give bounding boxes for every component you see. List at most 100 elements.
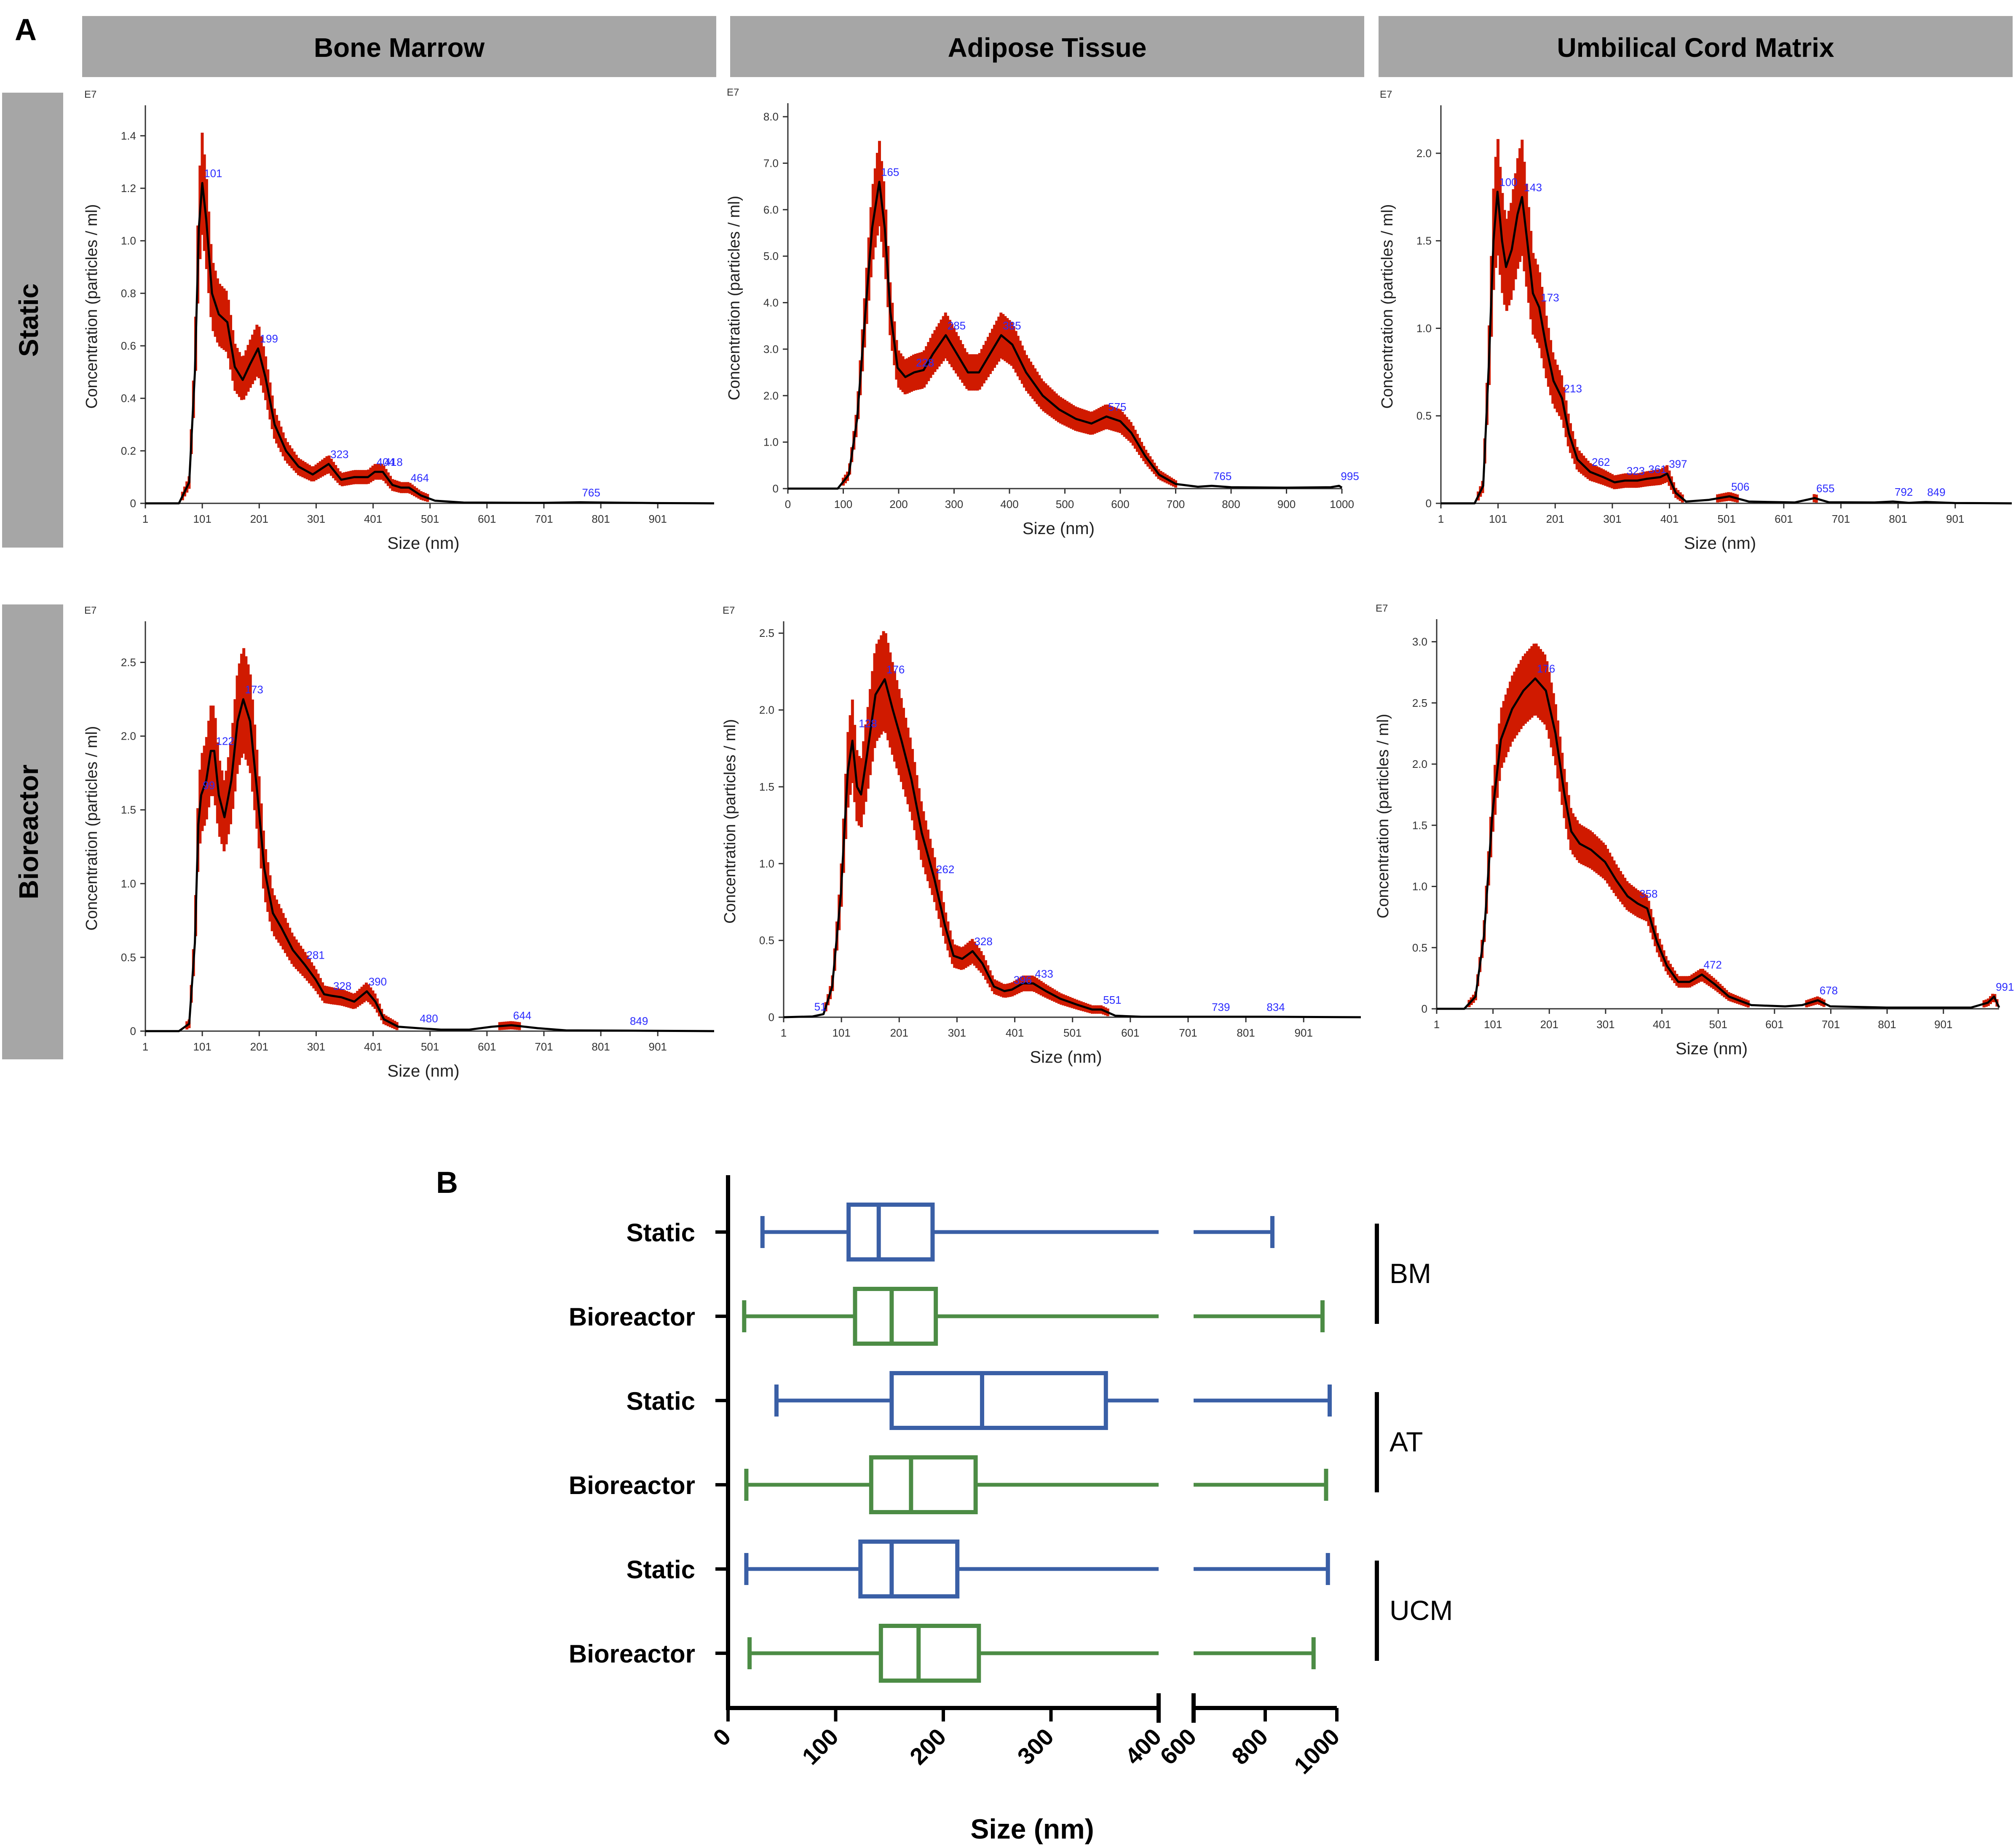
mean-curve [783,678,1361,1018]
peak-label: 128 [859,717,877,730]
y-tick-label: 2.0 [1412,758,1427,770]
x-tick-label: 301 [307,513,325,525]
x-tick-label: 801 [1237,1026,1255,1039]
y-tick-label: 2.0 [1416,147,1432,160]
y-tick-label: 1.2 [121,182,136,195]
x-tick-label: 801 [592,1040,610,1053]
y-tick-label: 2.0 [759,704,774,716]
y-tick-label: 0.8 [121,287,136,299]
x-tick-label: 801 [592,513,610,525]
column-header: Umbilical Cord Matrix [1557,32,1834,63]
y-exponent-label: E7 [1376,603,1388,614]
nta-plot-ucm-bioreactor: E7 0 0.5 1.0 1.5 2.0 2.5 3.0 1 101 201 301 401 501 601… [1374,603,2014,1058]
x-tick-label: 0 [785,498,791,511]
y-tick-label: 2.5 [121,656,136,669]
y-exponent-label: E7 [84,605,96,616]
y-tick-label: 0.2 [121,444,136,457]
peak-label: 575 [1108,401,1126,413]
nta-plot-ucm-static: E7 0 0.5 1.0 1.5 2.0 1 101 201 301 401 501 601 701 801… [1379,89,2012,553]
x-tick-label: 801 [1878,1018,1896,1031]
y-tick-label: 2.5 [1412,697,1427,709]
x-tick-label: 701 [1822,1018,1840,1031]
peak-label: 165 [881,166,899,179]
panel-a-label: A [15,13,37,47]
x-tick-label: 201 [1546,513,1564,525]
y-tick-label: 1.0 [1416,322,1432,334]
x-tick-label: 100 [834,498,852,511]
x-tick-label: 901 [1295,1026,1313,1039]
x-axis-title: Size (nm) [387,534,459,553]
y-tick-label: 0.6 [121,339,136,352]
y-exponent-label: E7 [723,605,735,616]
nta-plot-bm-bioreactor: E7 0 0.5 1.0 1.5 2.0 2.5 1 101 201 301 401 501 601 701… [83,605,715,1080]
x-tick-label: 201 [250,513,268,525]
x-tick-label: 801 [1889,513,1907,525]
y-tick-label: 1.5 [759,780,774,793]
x-axis-title: Size (nm) [387,1062,459,1080]
peak-label: 323 [330,448,348,461]
panel-b-label: B [436,1166,458,1200]
y-exponent-label: E7 [84,89,96,100]
y-tick-label: 6.0 [763,203,779,216]
peak-label: 358 [1639,887,1657,900]
row-header-bg-0 [2,93,63,548]
x-tick-label: 701 [535,513,553,525]
y-axis-title: Concentration (particles / ml) [83,204,101,409]
mean-curve [1441,190,2012,505]
x-tick-label: 101 [193,1040,211,1053]
nta-plot-bm-static: E7 0 0.2 0.4 0.6 0.8 1.0 1.2 1.4 1 101 201 301 401 501… [83,89,715,553]
y-tick-label: 2.0 [121,730,136,743]
x-tick-label: 501 [1709,1018,1727,1031]
x-tick-label: 301 [1603,513,1621,525]
y-tick-label: 7.0 [763,157,779,169]
box-x-tick-label: 100 [797,1723,843,1770]
x-tick-label: 901 [1934,1018,1952,1031]
x-tick-label: 601 [478,1040,496,1053]
x-tick-label: 300 [945,498,963,511]
box-bm-bioreactor: Bioreactor [569,1287,1325,1346]
x-tick-label: 701 [535,1040,553,1053]
x-tick-label: 400 [1000,498,1018,511]
peak-label: 991 [1996,981,2014,993]
x-tick-label: 601 [1775,513,1793,525]
y-axis-title: Concentration (particles / ml) [83,726,101,931]
iqr-box [889,1371,1108,1430]
error-band [842,141,1177,488]
peak-label: 995 [1341,470,1359,482]
column-header-bg-0 [82,16,716,77]
x-tick-label: 1 [1438,513,1444,525]
x-tick-label: 701 [1179,1026,1197,1039]
panel-a: Bone Marrow Adipose Tissue Umbilical Cord … [2,16,2014,1080]
y-tick-label: 5.0 [763,250,779,262]
nta-plot-at-static: E7 0 1.0 2.0 3.0 4.0 5.0 6.0 7.0 8.0 0 100 200 300 400… [726,87,1359,538]
x-axis-title: Size (nm) [1676,1040,1748,1058]
peak-label: 506 [1731,480,1749,493]
y-tick-label: 3.0 [1412,636,1427,648]
peak-label: 323 [1627,465,1645,477]
peak-label: 404 [377,456,395,468]
peak-label: 173 [245,683,263,696]
peak-label: 143 [1524,181,1542,194]
y-tick-label: 1.5 [1412,819,1427,831]
y-tick-label: 1.0 [121,235,136,247]
box-category-label: Bioreactor [569,1640,695,1668]
peak-label: 51 [814,1000,827,1013]
x-tick-label: 401 [1660,513,1679,525]
y-tick-label: 0 [773,482,779,495]
iqr-box [846,1203,935,1262]
peak-label: 644 [513,1009,531,1022]
mean-curve [1437,677,2000,1010]
box-category-label: Static [626,1556,695,1584]
row-header: Bioreactor [13,764,44,899]
x-tick-label: 700 [1167,498,1185,511]
peak-label: 328 [974,935,992,948]
peak-label: 122 [216,735,234,748]
peak-label: 551 [1103,994,1121,1006]
y-axis-title: Concentration (particles / ml) [721,719,739,924]
y-tick-label: 1.5 [121,804,136,816]
peak-label: 228 [916,356,934,369]
y-tick-label: 2.5 [759,627,774,639]
nta-plot-at-bioreactor: E7 0 0.5 1.0 1.5 2.0 2.5 1 101 201 301 401 501 601 701… [721,605,1361,1067]
x-tick-label: 1000 [1330,498,1354,511]
peak-label: 262 [936,863,954,876]
